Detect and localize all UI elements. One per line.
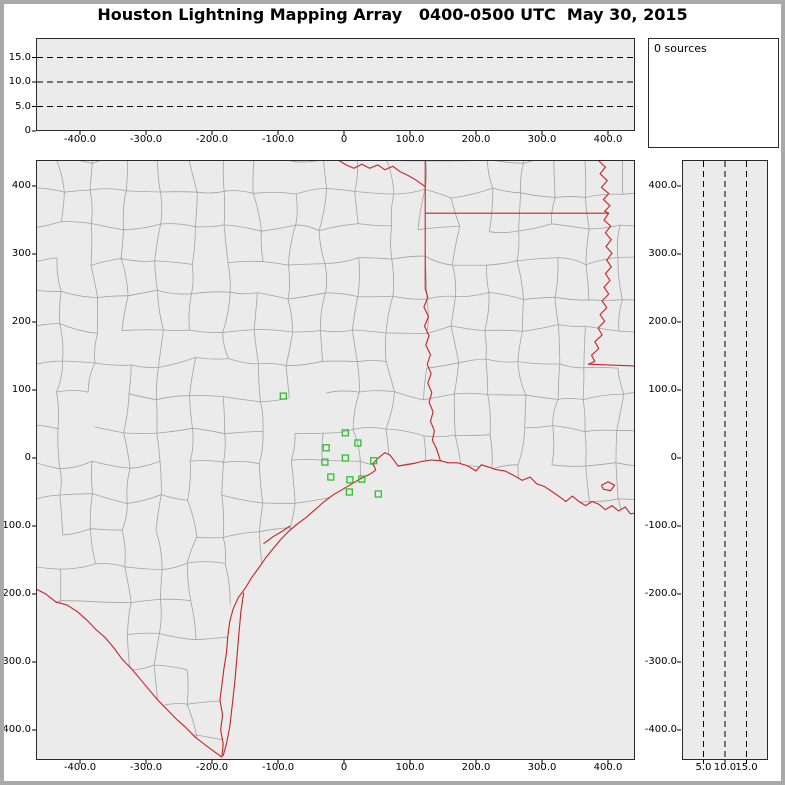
map-x-tick-label: -100.0 <box>261 762 295 773</box>
ns-y-tick-label: 100.0 <box>648 384 677 395</box>
map-y-tick-label: -100.0 <box>0 520 31 531</box>
page-title: Houston Lightning Mapping Array 0400-050… <box>97 5 688 24</box>
ns-y-tick-label: 0 <box>670 452 677 463</box>
map-x-tick-label: 400.0 <box>593 762 623 773</box>
map-y-tick-label: -400.0 <box>0 724 31 735</box>
ns-y-tick-label: -300.0 <box>644 656 677 667</box>
ew-axis-tick-label: -300.0 <box>129 134 163 145</box>
source-count-panel[interactable]: 0 sources <box>648 38 779 148</box>
ns-altitude-tick-label: 15.0 <box>735 762 758 773</box>
source-count-label: 0 sources <box>654 42 707 55</box>
ew-axis-tick-label: -400.0 <box>63 134 97 145</box>
ns-y-tick-label: 400.0 <box>648 180 677 191</box>
map-y-tick-label: -200.0 <box>0 588 31 599</box>
altitude-tick-label: 0 <box>24 125 31 136</box>
ew-axis-tick-label: 0 <box>340 134 348 145</box>
ns-y-tick-label: 300.0 <box>648 248 677 259</box>
ns-y-tick-label: 200.0 <box>648 316 677 327</box>
map-y-tick-label: 100 <box>11 384 31 395</box>
ew-axis-tick-label: 100.0 <box>395 134 425 145</box>
map-y-tick-label: 300 <box>11 248 31 259</box>
altitude-tick-label: 15.0 <box>8 51 31 63</box>
altitude-tick-label: 10.0 <box>8 76 31 87</box>
ew-axis-tick-label: -200.0 <box>195 134 229 145</box>
map-x-tick-label: 300.0 <box>527 762 557 773</box>
plan-view-map-panel[interactable] <box>36 160 635 760</box>
ns-y-tick-label: -200.0 <box>644 588 677 599</box>
altitude-ew-projection-panel[interactable] <box>36 38 635 131</box>
ns-y-tick-label: -400.0 <box>644 724 677 735</box>
ns-y-tick-label: -100.0 <box>644 520 677 531</box>
ns-altitude-tick-label: 10.0 <box>713 762 737 773</box>
ew-axis-tick-label: 300.0 <box>527 134 557 145</box>
altitude-tick-label: 5.0 <box>15 100 31 112</box>
ew-axis-tick-label: -100.0 <box>261 134 295 145</box>
map-y-tick-label: 400 <box>11 180 31 191</box>
map-x-tick-label: 100.0 <box>395 762 425 773</box>
map-y-tick-label: 200 <box>11 316 31 327</box>
altitude-ns-projection-panel[interactable] <box>682 160 768 760</box>
map-y-tick-label: 0 <box>24 452 31 463</box>
ns-altitude-tick-label: 5.0 <box>695 762 712 773</box>
map-x-tick-label: -200.0 <box>195 762 229 773</box>
map-x-tick-label: 200.0 <box>461 762 491 773</box>
ew-axis-tick-label: 200.0 <box>461 134 491 145</box>
ew-axis-tick-label: 400.0 <box>593 134 623 145</box>
map-x-tick-label: 0 <box>340 762 348 773</box>
map-x-tick-label: -300.0 <box>129 762 163 773</box>
map-y-tick-label: -300.0 <box>0 656 31 667</box>
map-x-tick-label: -400.0 <box>63 762 97 773</box>
